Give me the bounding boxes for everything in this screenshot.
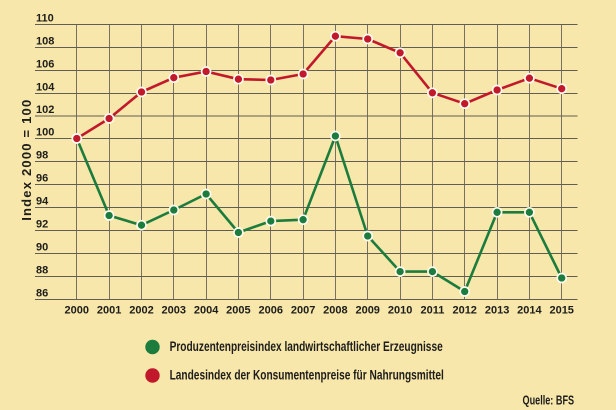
svg-text:98: 98 <box>36 150 48 162</box>
svg-text:2003: 2003 <box>162 304 186 316</box>
svg-text:2001: 2001 <box>97 304 121 316</box>
svg-text:88: 88 <box>36 265 48 277</box>
svg-text:2015: 2015 <box>549 304 573 316</box>
svg-text:96: 96 <box>36 173 48 185</box>
svg-text:2009: 2009 <box>355 304 379 316</box>
svg-text:2005: 2005 <box>226 304 250 316</box>
svg-text:2011: 2011 <box>420 304 444 316</box>
svg-text:2000: 2000 <box>65 304 89 316</box>
svg-text:2012: 2012 <box>452 304 476 316</box>
svg-text:2008: 2008 <box>323 304 347 316</box>
svg-text:2006: 2006 <box>259 304 283 316</box>
svg-text:106: 106 <box>36 59 54 71</box>
svg-text:2004: 2004 <box>194 304 219 316</box>
svg-text:Index 2000 = 100: Index 2000 = 100 <box>19 99 34 221</box>
svg-text:Produzentenpreisindex landwirt: Produzentenpreisindex landwirtschaftlich… <box>170 338 443 354</box>
svg-text:86: 86 <box>36 288 48 300</box>
svg-text:2002: 2002 <box>129 304 153 316</box>
svg-text:2013: 2013 <box>485 304 509 316</box>
svg-text:92: 92 <box>36 219 48 231</box>
svg-text:102: 102 <box>36 104 54 116</box>
svg-text:90: 90 <box>36 242 48 254</box>
svg-text:108: 108 <box>36 36 54 48</box>
svg-text:104: 104 <box>36 82 55 94</box>
svg-text:100: 100 <box>36 127 54 139</box>
svg-text:Landesindex der Konsumentenpre: Landesindex der Konsumentenpreise für Na… <box>170 367 444 383</box>
svg-text:94: 94 <box>36 196 49 208</box>
svg-text:Quelle: BFS: Quelle: BFS <box>523 394 575 408</box>
svg-text:110: 110 <box>36 13 54 25</box>
svg-text:2010: 2010 <box>388 304 412 316</box>
svg-text:2007: 2007 <box>291 304 315 316</box>
svg-text:2014: 2014 <box>517 304 542 316</box>
